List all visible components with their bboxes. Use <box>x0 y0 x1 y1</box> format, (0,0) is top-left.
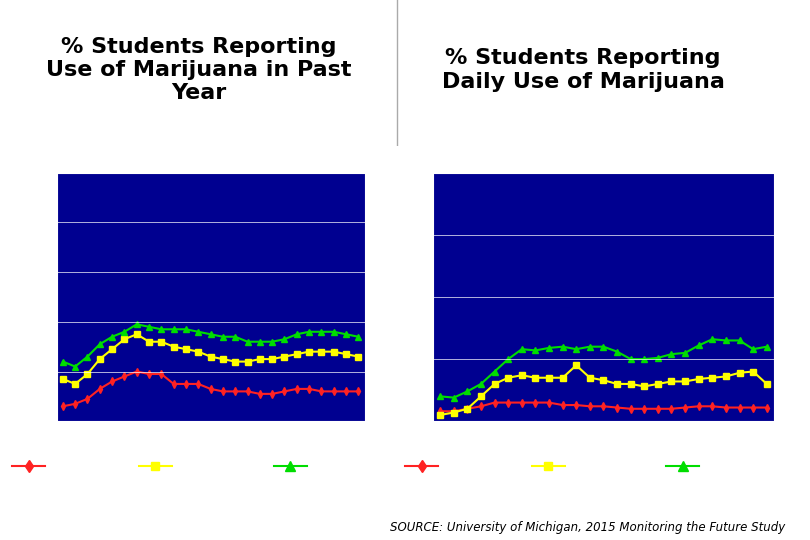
Legend: 8th Grade, 10th Grade, 12th Grade: 8th Grade, 10th Grade, 12th Grade <box>400 455 791 479</box>
Text: SOURCE: University of Michigan, 2015 Monitoring the Future Study: SOURCE: University of Michigan, 2015 Mon… <box>390 521 786 535</box>
Text: % Students Reporting
Use of Marijuana in Past
Year: % Students Reporting Use of Marijuana in… <box>45 37 352 103</box>
Text: % Students Reporting
Daily Use of Marijuana: % Students Reporting Daily Use of Mariju… <box>441 49 725 92</box>
Legend: 8th Grade, 10th Grade, 12th Grade: 8th Grade, 10th Grade, 12th Grade <box>7 455 398 479</box>
